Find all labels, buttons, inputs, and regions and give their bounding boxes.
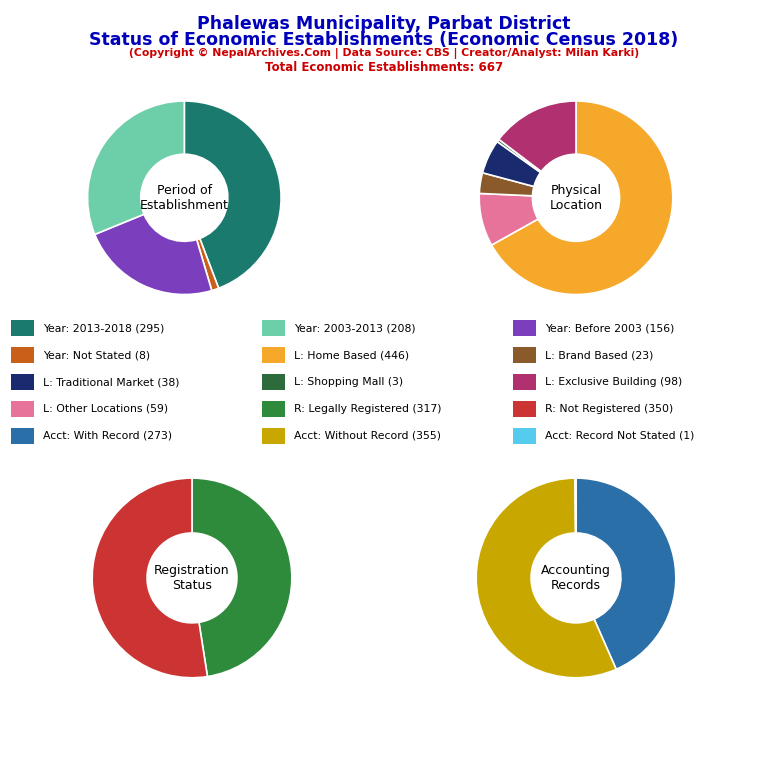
FancyBboxPatch shape <box>12 320 34 336</box>
Text: 5.70%: 5.70% <box>0 767 1 768</box>
FancyBboxPatch shape <box>263 374 285 390</box>
Wedge shape <box>92 478 207 677</box>
Wedge shape <box>479 194 538 245</box>
Wedge shape <box>479 173 534 196</box>
Wedge shape <box>88 101 184 234</box>
Text: R: Legally Registered (317): R: Legally Registered (317) <box>294 404 442 414</box>
Text: 0.16%: 0.16% <box>0 767 1 768</box>
Text: 43.40%: 43.40% <box>0 767 1 768</box>
Wedge shape <box>197 239 219 290</box>
FancyBboxPatch shape <box>263 347 285 363</box>
FancyBboxPatch shape <box>12 347 34 363</box>
Text: L: Home Based (446): L: Home Based (446) <box>294 350 409 360</box>
FancyBboxPatch shape <box>12 428 34 444</box>
Text: Year: 2003-2013 (208): Year: 2003-2013 (208) <box>294 323 415 333</box>
Text: 66.87%: 66.87% <box>0 767 1 768</box>
Text: Phalewas Municipality, Parbat District: Phalewas Municipality, Parbat District <box>197 15 571 33</box>
Text: 0.45%: 0.45% <box>0 767 1 768</box>
Text: Acct: Record Not Stated (1): Acct: Record Not Stated (1) <box>545 431 694 441</box>
FancyBboxPatch shape <box>263 401 285 417</box>
Text: (Copyright © NepalArchives.Com | Data Source: CBS | Creator/Analyst: Milan Karki: (Copyright © NepalArchives.Com | Data So… <box>129 48 639 59</box>
Text: Year: Not Stated (8): Year: Not Stated (8) <box>43 350 151 360</box>
FancyBboxPatch shape <box>513 401 536 417</box>
Text: L: Shopping Mall (3): L: Shopping Mall (3) <box>294 377 403 387</box>
FancyBboxPatch shape <box>263 428 285 444</box>
Text: Year: Before 2003 (156): Year: Before 2003 (156) <box>545 323 674 333</box>
Text: L: Other Locations (59): L: Other Locations (59) <box>43 404 168 414</box>
Text: 23.39%: 23.39% <box>0 767 1 768</box>
FancyBboxPatch shape <box>263 320 285 336</box>
Text: Accounting
Records: Accounting Records <box>541 564 611 592</box>
Wedge shape <box>499 101 576 171</box>
Text: Physical
Location: Physical Location <box>549 184 603 212</box>
Text: L: Exclusive Building (98): L: Exclusive Building (98) <box>545 377 682 387</box>
Text: L: Brand Based (23): L: Brand Based (23) <box>545 350 654 360</box>
FancyBboxPatch shape <box>12 401 34 417</box>
Wedge shape <box>497 139 541 173</box>
Text: Year: 2013-2018 (295): Year: 2013-2018 (295) <box>43 323 164 333</box>
Text: Total Economic Establishments: 667: Total Economic Establishments: 667 <box>265 61 503 74</box>
FancyBboxPatch shape <box>513 347 536 363</box>
Wedge shape <box>492 101 673 295</box>
FancyBboxPatch shape <box>513 320 536 336</box>
Text: Acct: Without Record (355): Acct: Without Record (355) <box>294 431 441 441</box>
Text: 1.20%: 1.20% <box>0 767 1 768</box>
FancyBboxPatch shape <box>513 428 536 444</box>
Text: R: Not Registered (350): R: Not Registered (350) <box>545 404 673 414</box>
Text: Acct: With Record (273): Acct: With Record (273) <box>43 431 172 441</box>
Wedge shape <box>94 214 212 294</box>
Text: L: Traditional Market (38): L: Traditional Market (38) <box>43 377 180 387</box>
Text: 47.53%: 47.53% <box>0 767 1 768</box>
Text: 14.69%: 14.69% <box>0 767 1 768</box>
Text: Registration
Status: Registration Status <box>154 564 230 592</box>
Text: 44.23%: 44.23% <box>0 767 1 768</box>
Text: 8.85%: 8.85% <box>0 767 1 768</box>
Text: Status of Economic Establishments (Economic Census 2018): Status of Economic Establishments (Econo… <box>89 31 679 48</box>
FancyBboxPatch shape <box>12 374 34 390</box>
FancyBboxPatch shape <box>513 374 536 390</box>
Text: Period of
Establishment: Period of Establishment <box>140 184 229 212</box>
Wedge shape <box>192 478 292 677</box>
Wedge shape <box>575 478 576 533</box>
Text: 52.47%: 52.47% <box>0 767 1 768</box>
Wedge shape <box>576 478 676 669</box>
Text: 3.45%: 3.45% <box>0 767 1 768</box>
Wedge shape <box>184 101 281 288</box>
Text: 56.44%: 56.44% <box>0 767 1 768</box>
Wedge shape <box>476 478 616 677</box>
Wedge shape <box>482 141 541 187</box>
Text: 31.18%: 31.18% <box>0 767 1 768</box>
